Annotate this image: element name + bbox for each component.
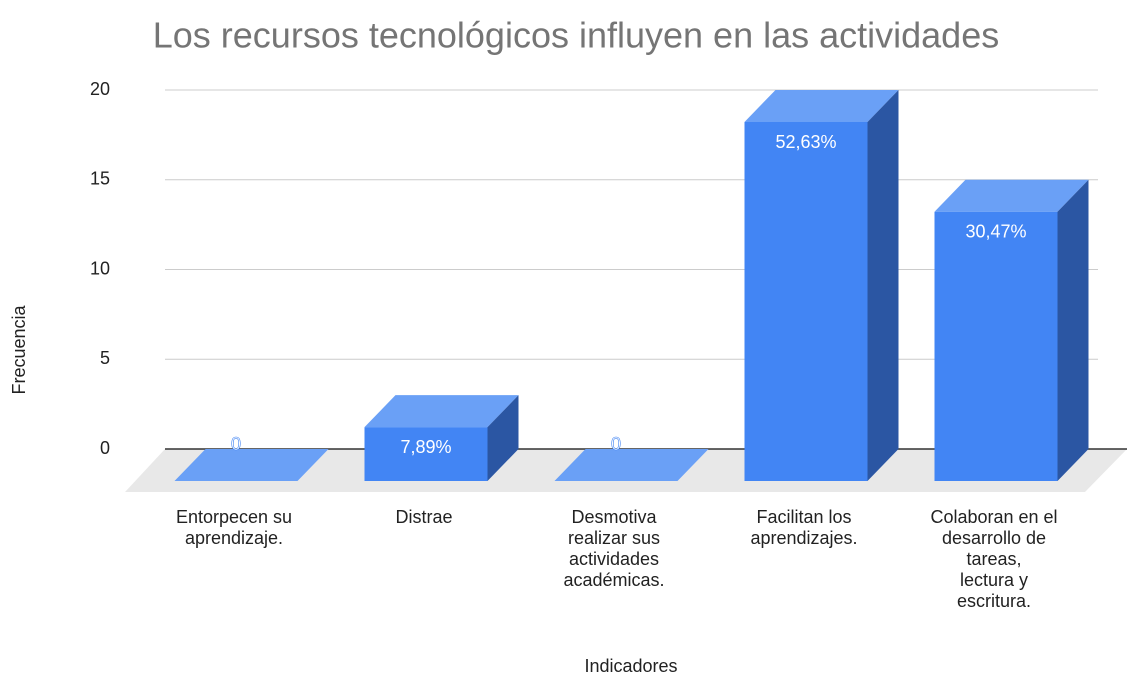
x-axis-title: Indicadores xyxy=(584,656,677,676)
chart-title: Los recursos tecnológicos influyen en la… xyxy=(153,15,999,56)
y-tick-label: 15 xyxy=(90,169,110,189)
bar-top xyxy=(934,179,1089,212)
bar xyxy=(934,211,1058,481)
data-label: 7,89% xyxy=(400,437,451,457)
x-tick-label: Colaboran en el desarrollo de tareas, le… xyxy=(930,507,1058,611)
data-label: 52,63% xyxy=(775,132,836,152)
bar-top xyxy=(744,90,899,122)
x-tick-label: Entorpecen su aprendizaje. xyxy=(175,507,293,548)
bar-top xyxy=(174,449,329,481)
data-label: 0 xyxy=(611,434,621,454)
y-tick-label: 0 xyxy=(100,438,110,458)
bar-side xyxy=(1057,179,1089,481)
y-tick-label: 10 xyxy=(90,258,110,278)
x-tick-label: Desmotiva realizar sus actividades acadé… xyxy=(563,507,665,590)
x-tick-label: Facilitan los aprendizajes. xyxy=(750,507,858,548)
y-tick-label: 5 xyxy=(100,348,110,368)
bar xyxy=(364,427,488,481)
bar-top xyxy=(554,449,709,481)
bar-top xyxy=(364,395,519,428)
y-axis-title: Frecuencia xyxy=(9,304,29,394)
y-tick-label: 20 xyxy=(90,79,110,99)
x-tick-label: Distrae xyxy=(395,507,453,527)
bar-side xyxy=(487,395,519,481)
data-label: 30,47% xyxy=(965,222,1026,242)
data-label: 0 xyxy=(231,434,241,454)
bar xyxy=(744,122,868,481)
bar-side xyxy=(867,90,899,481)
